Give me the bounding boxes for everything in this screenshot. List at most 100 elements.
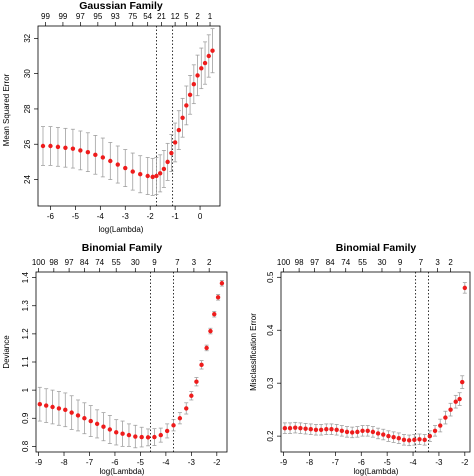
data-point [199, 66, 204, 71]
top-count-label: 55 [112, 258, 121, 267]
data-point [344, 429, 350, 435]
data-point [375, 431, 381, 436]
data-point [126, 432, 132, 438]
data-point [150, 174, 155, 180]
data-point [370, 429, 376, 435]
y-tick-label: 0.4 [266, 324, 275, 336]
y-tick-label: 30 [23, 69, 32, 78]
data-point [208, 328, 213, 334]
x-tick-label: 0 [198, 212, 203, 221]
top-count-label: 21 [157, 12, 166, 21]
data-point [43, 403, 49, 408]
data-point [298, 425, 303, 431]
data-point [391, 434, 396, 440]
data-point [427, 433, 433, 439]
x-tick-label: -2 [213, 458, 221, 467]
data-point [94, 421, 100, 427]
data-point [171, 423, 176, 428]
top-count-label: 2 [448, 258, 453, 267]
x-axis-label: log(Lambda) [100, 467, 145, 476]
x-tick-label: -5 [384, 458, 392, 467]
top-count-label: 93 [111, 12, 120, 21]
x-tick-label: -1 [172, 212, 180, 221]
data-point [70, 146, 76, 151]
data-point [154, 173, 159, 179]
data-point [187, 92, 193, 98]
data-point [199, 362, 204, 368]
x-tick-label: -7 [86, 458, 94, 467]
data-point [355, 429, 360, 435]
data-point [184, 406, 189, 411]
top-count-label: 74 [341, 258, 350, 267]
panel-title: Binomial Family [336, 242, 417, 254]
data-point [329, 427, 334, 432]
top-count-label: 9 [398, 258, 403, 267]
data-point [339, 428, 345, 434]
data-point [120, 431, 125, 436]
data-point [145, 173, 150, 179]
top-count-label: 54 [143, 12, 152, 21]
data-point [172, 140, 178, 145]
data-point [69, 410, 74, 415]
y-tick-label: 0.3 [266, 377, 275, 389]
x-tick-label: -5 [137, 458, 145, 467]
x-tick-label: -2 [461, 458, 469, 467]
data-point [108, 158, 113, 164]
data-point [130, 169, 135, 174]
data-point [381, 432, 386, 437]
data-point [417, 437, 422, 442]
data-point [115, 162, 120, 167]
top-count-label: 7 [419, 258, 424, 267]
data-point [40, 143, 46, 149]
data-point [164, 428, 170, 434]
binomial-misclassification-panel: Binomial Family log(Lambda) Misclassific… [249, 242, 471, 476]
x-tick-label: -9 [35, 458, 43, 467]
top-count-label: 100 [277, 258, 291, 267]
data-point [165, 159, 170, 165]
data-point [212, 311, 217, 317]
binomial-deviance-panel: Binomial Family log(Lambda) Deviance -9 -… [2, 242, 228, 476]
gaussian-family-panel: Gaussian Family log(Lambda) Mean Squared… [2, 0, 221, 234]
data-point [37, 401, 43, 407]
data-point [318, 427, 324, 432]
y-tick-label: 32 [23, 33, 32, 42]
data-point [349, 430, 355, 435]
data-point [365, 428, 370, 434]
x-tick-label: -4 [409, 458, 417, 467]
top-count-label: 99 [58, 12, 67, 21]
top-count-label: 84 [80, 258, 89, 267]
data-point [82, 416, 87, 421]
data-point [107, 427, 113, 432]
y-tick-label: 1.2 [21, 328, 30, 340]
top-count-label: 100 [32, 258, 46, 267]
x-tick-label: -4 [162, 458, 170, 467]
data-point [287, 425, 293, 431]
data-point [138, 172, 143, 177]
top-count-label: 12 [171, 12, 180, 21]
top-count-label: 98 [295, 258, 304, 267]
data-point [152, 434, 157, 440]
data-point [50, 404, 55, 410]
data-point [303, 426, 308, 431]
y-tick-label: 1 [21, 387, 30, 392]
top-count-label: 55 [358, 258, 367, 267]
top-count-label: 5 [184, 12, 189, 21]
data-point [139, 434, 144, 440]
x-tick-label: -3 [435, 458, 443, 467]
data-point [114, 430, 119, 435]
data-point [422, 437, 427, 443]
y-tick-label: 0.8 [21, 440, 30, 452]
top-count-label: 97 [76, 12, 85, 21]
top-count-label: 2 [195, 12, 200, 21]
data-point [438, 423, 443, 428]
data-point [145, 435, 151, 440]
data-point [194, 379, 199, 384]
data-point [169, 150, 174, 156]
data-point [210, 48, 215, 53]
y-tick-label: 0.2 [266, 430, 275, 442]
data-point [75, 413, 81, 418]
data-point [123, 165, 128, 171]
panel-title: Binomial Family [82, 242, 163, 254]
x-tick-label: -9 [280, 458, 288, 467]
data-point [177, 416, 183, 421]
